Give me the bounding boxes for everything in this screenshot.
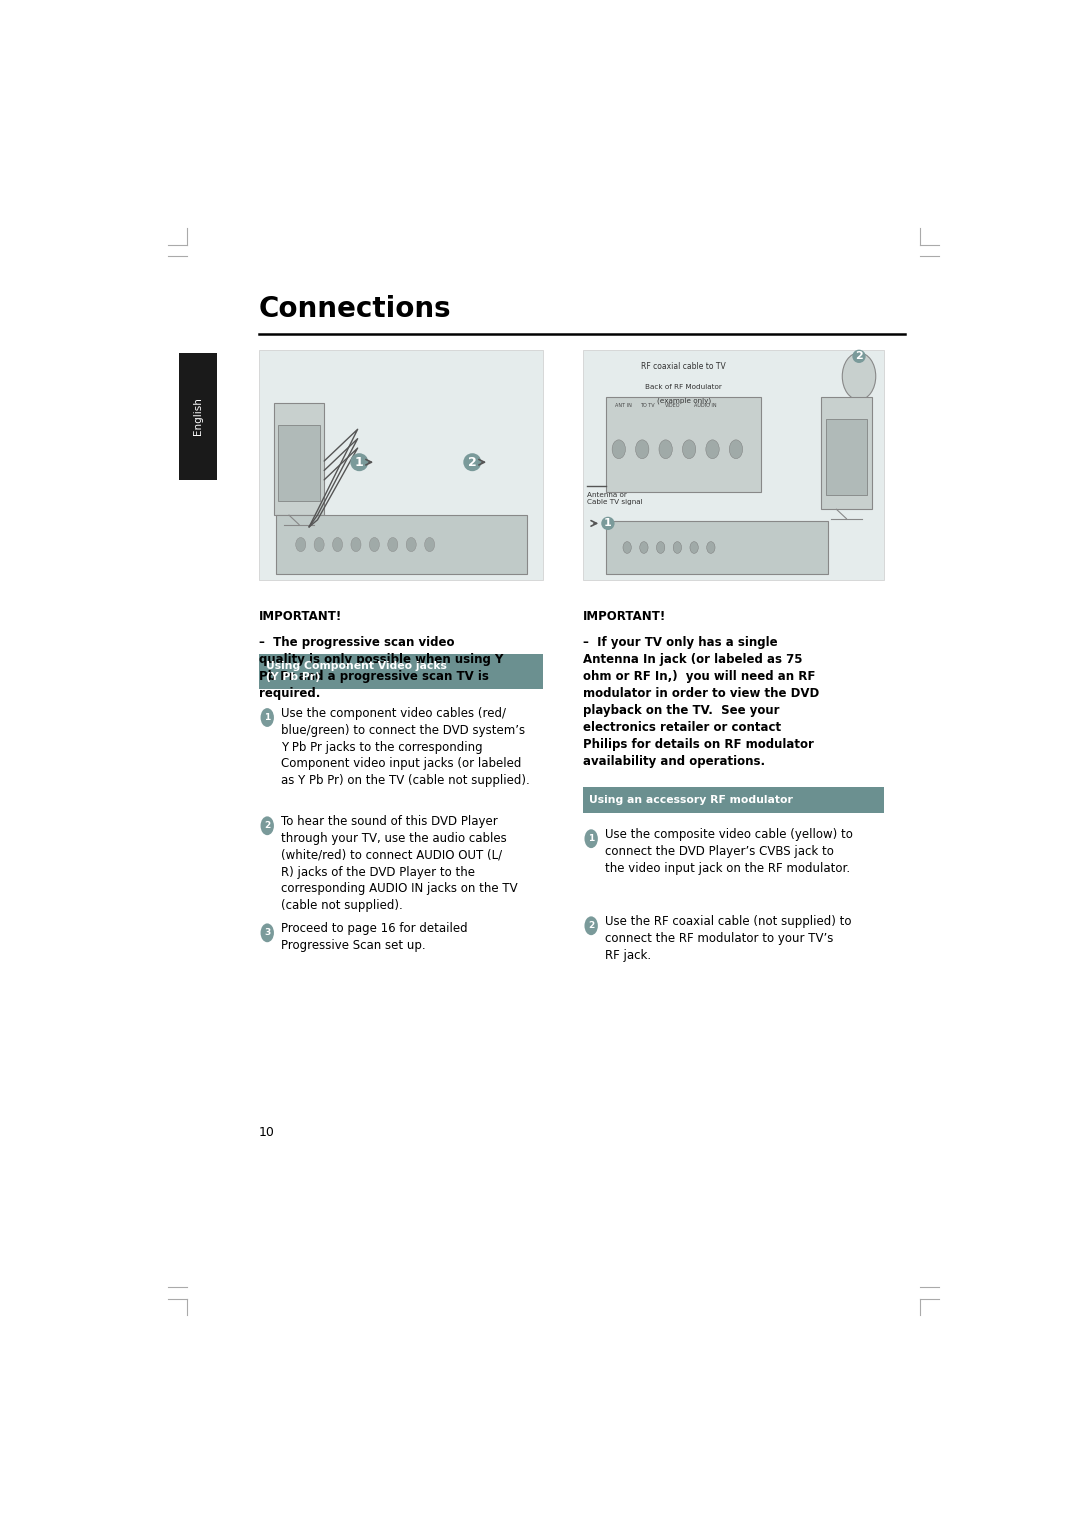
Circle shape <box>296 538 306 552</box>
Bar <box>606 397 761 492</box>
Text: 1: 1 <box>355 455 364 469</box>
Circle shape <box>333 538 342 552</box>
Bar <box>274 403 324 515</box>
Circle shape <box>351 538 361 552</box>
Text: Using an accessory RF modulator: Using an accessory RF modulator <box>590 795 794 805</box>
Bar <box>583 787 885 813</box>
Text: Back of RF Modulator: Back of RF Modulator <box>645 385 723 391</box>
Text: 2: 2 <box>855 351 863 361</box>
Text: 1: 1 <box>604 518 611 529</box>
Bar <box>259 654 543 689</box>
Circle shape <box>706 541 715 553</box>
Circle shape <box>639 541 648 553</box>
Text: VIDEO: VIDEO <box>665 403 680 408</box>
Circle shape <box>424 538 434 552</box>
Circle shape <box>690 541 699 553</box>
Circle shape <box>314 538 324 552</box>
Circle shape <box>659 440 673 458</box>
Bar <box>178 353 217 480</box>
Bar <box>606 521 828 575</box>
Text: ANT IN: ANT IN <box>615 403 632 408</box>
Text: (example only): (example only) <box>657 397 711 403</box>
Text: 2: 2 <box>265 821 270 830</box>
Text: AUDIO IN: AUDIO IN <box>694 403 717 408</box>
Text: TO TV: TO TV <box>639 403 654 408</box>
Circle shape <box>584 917 598 935</box>
Text: Connections: Connections <box>259 295 451 324</box>
Circle shape <box>406 538 416 552</box>
Circle shape <box>612 440 625 458</box>
Text: To hear the sound of this DVD Player
through your TV, use the audio cables
(whit: To hear the sound of this DVD Player thr… <box>281 814 517 912</box>
Circle shape <box>635 440 649 458</box>
Text: IMPORTANT!: IMPORTANT! <box>259 611 342 623</box>
Text: Use the RF coaxial cable (not supplied) to
connect the RF modulator to your TV’s: Use the RF coaxial cable (not supplied) … <box>605 915 851 961</box>
Text: 3: 3 <box>265 929 270 937</box>
Text: –  If your TV only has a single
Antenna In jack (or labeled as 75
ohm or RF In,): – If your TV only has a single Antenna I… <box>583 636 819 769</box>
Text: 10: 10 <box>259 1126 274 1138</box>
Text: Use the component video cables (red/
blue/green) to connect the DVD system’s
Y P: Use the component video cables (red/ blu… <box>281 707 529 787</box>
Circle shape <box>260 816 274 836</box>
Text: Proceed to page 16 for detailed
Progressive Scan set up.: Proceed to page 16 for detailed Progress… <box>281 923 468 952</box>
Circle shape <box>729 440 743 458</box>
Text: IMPORTANT!: IMPORTANT! <box>583 611 666 623</box>
Text: –  The progressive scan video
quality is only possible when using Y
Pb Pr and a : – The progressive scan video quality is … <box>259 636 503 700</box>
Circle shape <box>623 541 632 553</box>
Bar <box>583 350 885 579</box>
Circle shape <box>706 440 719 458</box>
Text: 1: 1 <box>265 714 270 723</box>
Text: 1: 1 <box>588 834 594 843</box>
Circle shape <box>388 538 397 552</box>
Circle shape <box>584 830 598 848</box>
Circle shape <box>842 353 876 400</box>
Circle shape <box>673 541 681 553</box>
Text: Use the composite video cable (yellow) to
connect the DVD Player’s CVBS jack to
: Use the composite video cable (yellow) t… <box>605 828 852 874</box>
Bar <box>275 515 527 575</box>
Text: English: English <box>192 397 203 435</box>
Text: Using Component Video jacks
(Y Pb Pr): Using Component Video jacks (Y Pb Pr) <box>266 660 446 683</box>
Circle shape <box>260 923 274 943</box>
Circle shape <box>683 440 696 458</box>
Bar <box>279 425 320 501</box>
Circle shape <box>369 538 379 552</box>
Text: 2: 2 <box>588 921 594 931</box>
Bar <box>825 419 867 495</box>
Bar <box>822 397 872 509</box>
Bar <box>259 350 543 579</box>
Text: RF coaxial cable to TV: RF coaxial cable to TV <box>642 362 726 371</box>
Text: 2: 2 <box>468 455 476 469</box>
Circle shape <box>260 707 274 727</box>
Text: Antenna or
Cable TV signal: Antenna or Cable TV signal <box>588 492 643 504</box>
Circle shape <box>657 541 665 553</box>
